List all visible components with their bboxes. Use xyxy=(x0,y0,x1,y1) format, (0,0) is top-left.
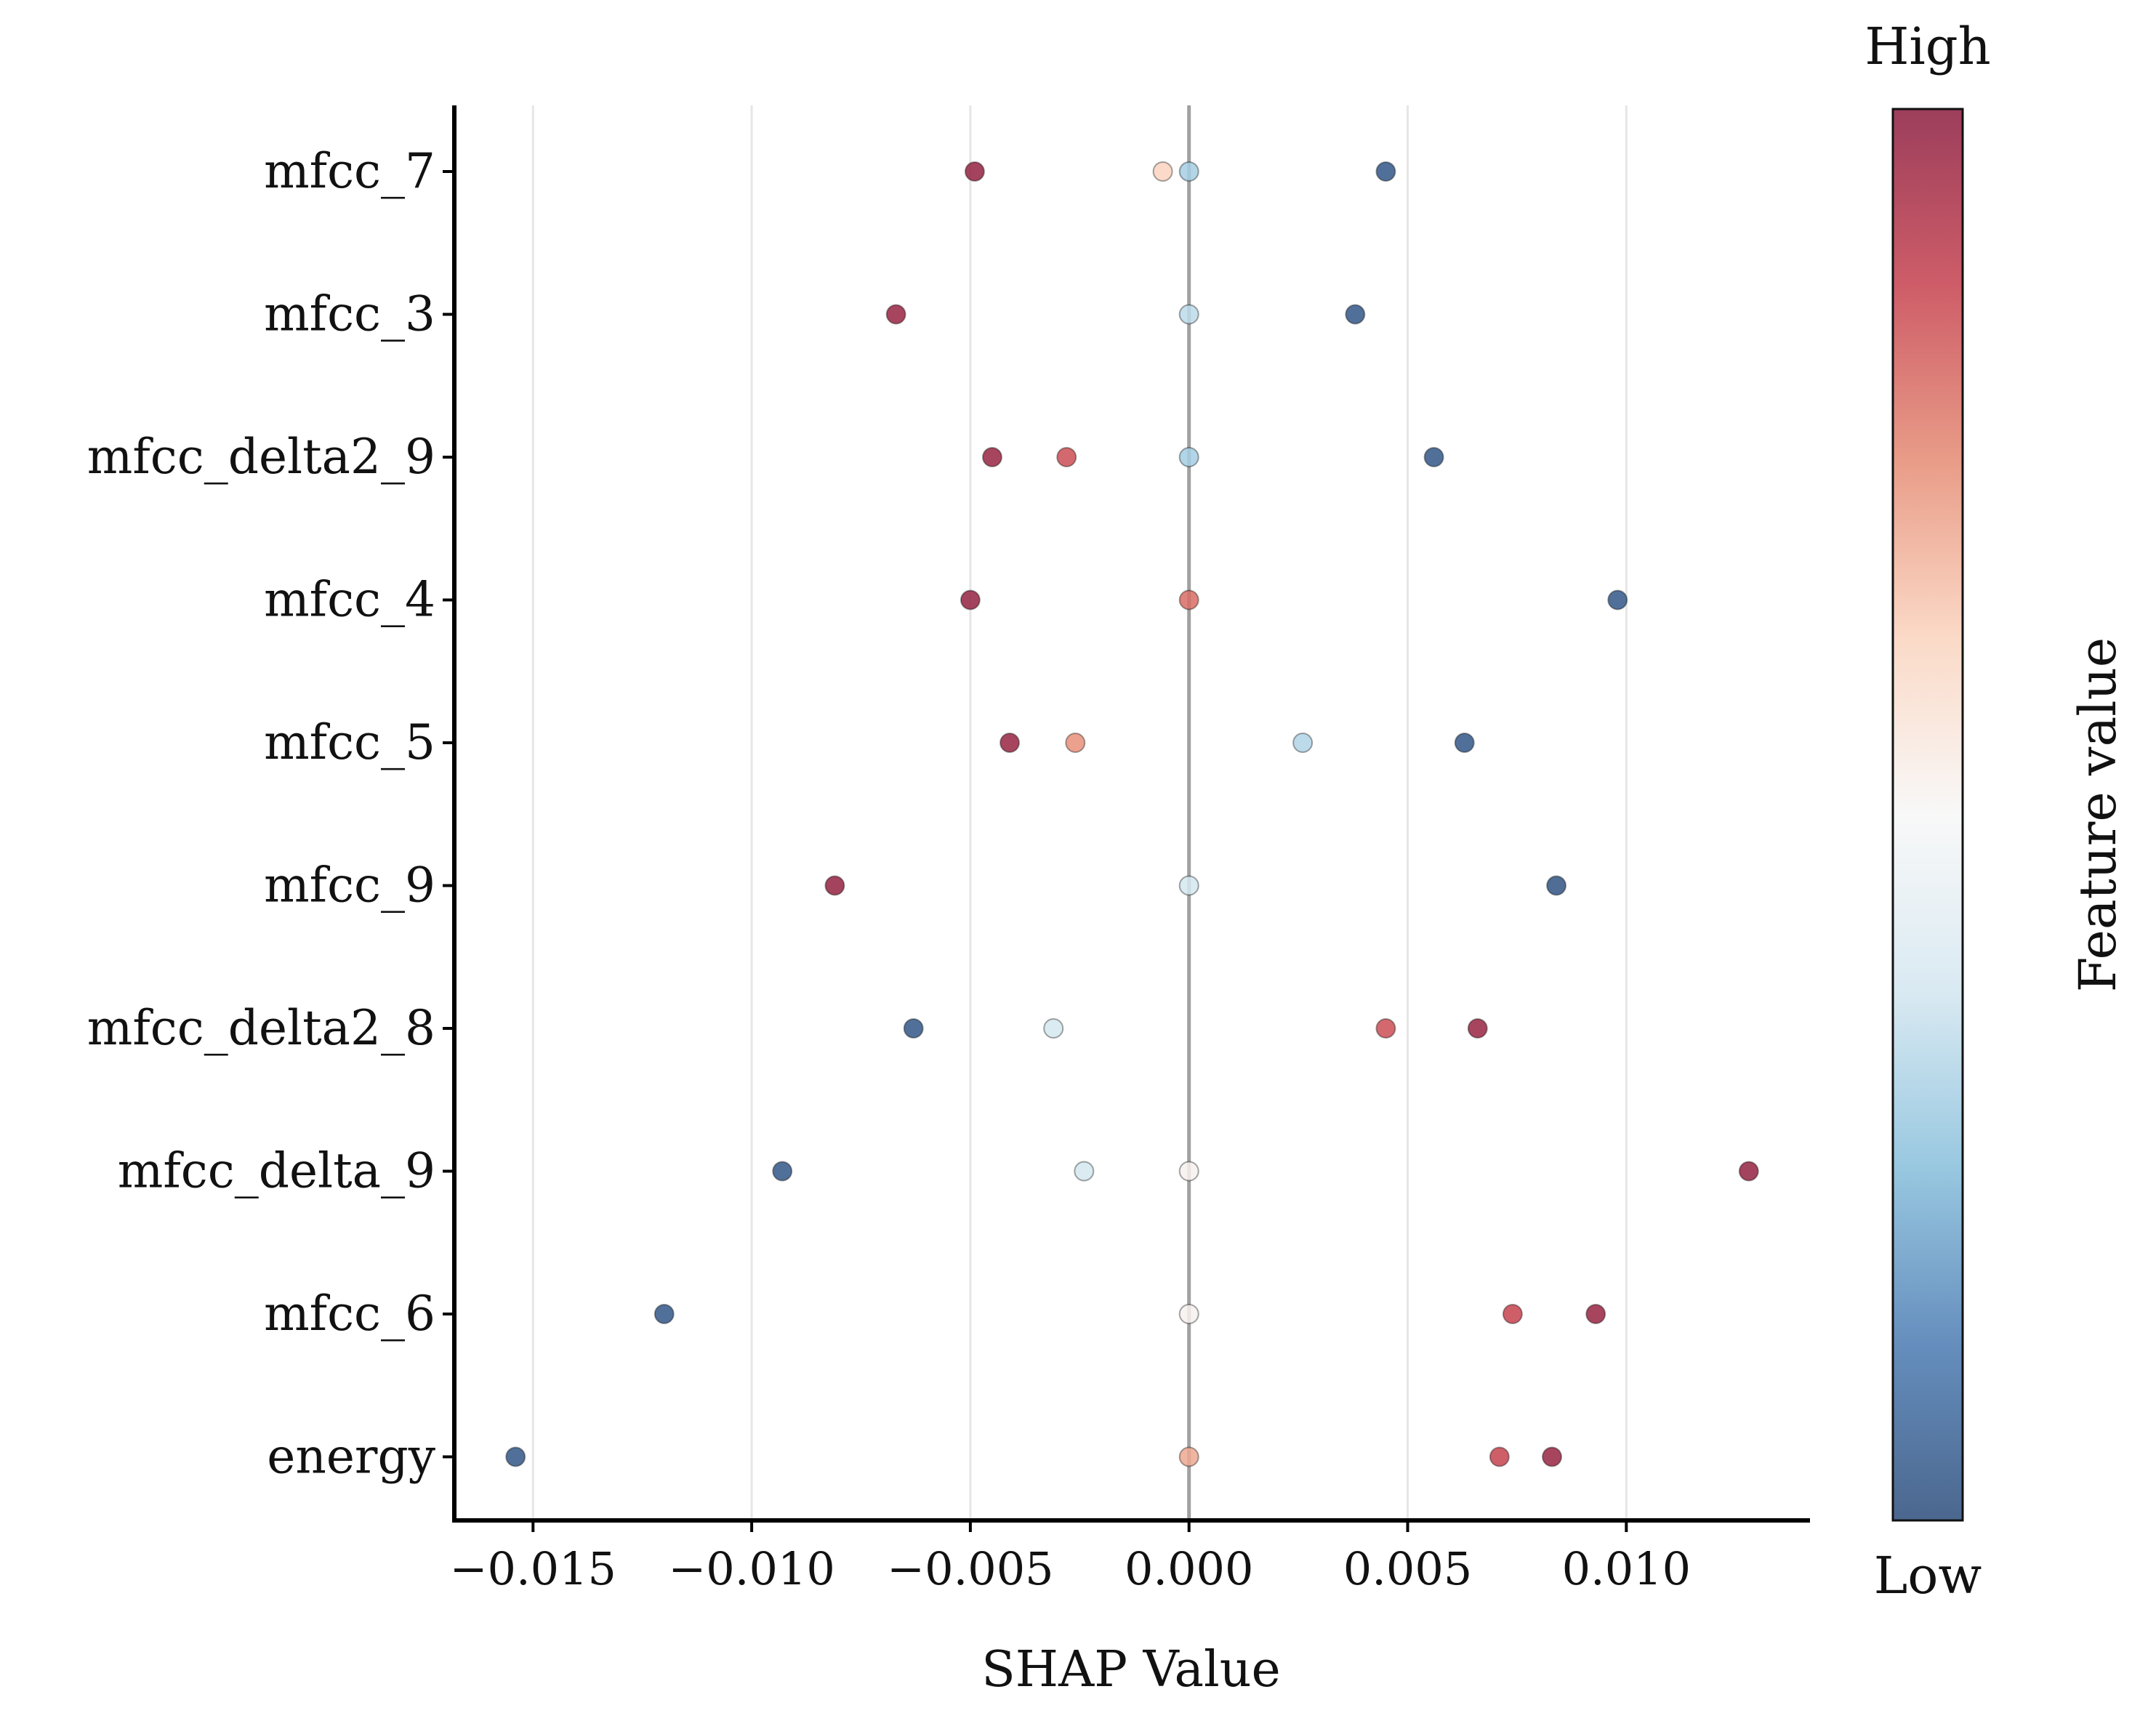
point-mfcc_4-11 xyxy=(960,589,981,610)
y-tick-label-mfcc_6: mfcc_6 xyxy=(264,1286,435,1342)
point-mfcc_delta_9-27 xyxy=(1178,1161,1199,1182)
point-mfcc_9-20 xyxy=(1546,875,1567,896)
point-mfcc_6-29 xyxy=(653,1304,675,1324)
grid-lines xyxy=(531,105,1628,1520)
y-tick-label-mfcc_delta2_9: mfcc_delta2_9 xyxy=(87,429,435,485)
y-tick-label-mfcc_delta2_8: mfcc_delta2_8 xyxy=(87,1000,435,1056)
y-tick-label-mfcc_9: mfcc_9 xyxy=(264,858,435,914)
point-mfcc_delta2_9-10 xyxy=(1423,447,1444,467)
point-mfcc_delta2_9-9 xyxy=(1178,447,1199,467)
point-mfcc_6-30 xyxy=(1178,1304,1199,1324)
point-mfcc_7-1 xyxy=(1152,161,1173,182)
y-tick-labels: mfcc_7 mfcc_3 mfcc_delta2_9 mfcc_4 mfcc_5mfc… xyxy=(87,143,454,1485)
point-mfcc_9-18 xyxy=(824,875,845,896)
x-tick-label-2: −0.005 xyxy=(887,1542,1053,1595)
point-mfcc_delta_9-28 xyxy=(1738,1161,1759,1182)
colorbar-low-label: Low xyxy=(1874,1546,1982,1605)
point-mfcc_4-12 xyxy=(1178,589,1199,610)
x-tick-label-5: 0.010 xyxy=(1562,1542,1692,1595)
point-mfcc_delta_9-26 xyxy=(1074,1161,1095,1182)
point-energy-35 xyxy=(1489,1446,1510,1467)
x-tick-label-3: 0.000 xyxy=(1125,1542,1254,1595)
x-tick-label-0: −0.015 xyxy=(450,1542,616,1595)
point-mfcc_6-32 xyxy=(1585,1304,1606,1324)
colorbar-title: Feature value xyxy=(2068,637,2128,992)
point-mfcc_7-0 xyxy=(964,161,985,182)
colorbar-high-label: High xyxy=(1865,17,1990,76)
y-tick-label-mfcc_3: mfcc_3 xyxy=(264,286,435,342)
point-mfcc_delta_9-25 xyxy=(772,1161,793,1182)
x-tick-label-4: 0.005 xyxy=(1343,1542,1473,1595)
point-mfcc_5-16 xyxy=(1292,733,1314,753)
x-tick-labels: −0.015 −0.010 −0.005 0.000 0.005 0.010 xyxy=(450,1520,1692,1595)
y-tick-label-mfcc_5: mfcc_5 xyxy=(264,714,435,770)
colorbar xyxy=(1891,108,1964,1522)
point-mfcc_delta2_9-8 xyxy=(1056,447,1077,467)
point-mfcc_9-19 xyxy=(1178,875,1199,896)
y-tick-label-mfcc_4: mfcc_4 xyxy=(264,572,435,628)
point-mfcc_delta2_8-23 xyxy=(1375,1018,1396,1039)
point-mfcc_3-5 xyxy=(1178,304,1199,325)
point-mfcc_3-6 xyxy=(1345,304,1366,325)
point-mfcc_delta2_8-21 xyxy=(903,1018,924,1039)
point-mfcc_7-2 xyxy=(1178,161,1199,182)
point-mfcc_delta2_8-22 xyxy=(1043,1018,1064,1039)
point-mfcc_delta2_9-7 xyxy=(981,447,1002,467)
point-mfcc_3-4 xyxy=(885,304,906,325)
point-energy-36 xyxy=(1542,1446,1563,1467)
point-energy-33 xyxy=(505,1446,526,1467)
point-energy-34 xyxy=(1178,1446,1199,1467)
x-tick-label-1: −0.010 xyxy=(668,1542,834,1595)
y-tick-label-mfcc_delta_9: mfcc_delta_9 xyxy=(118,1143,435,1199)
point-mfcc_5-14 xyxy=(999,733,1021,753)
x-axis-label: SHAP Value xyxy=(981,1641,1281,1698)
point-mfcc_5-17 xyxy=(1454,733,1475,753)
point-mfcc_6-31 xyxy=(1502,1304,1523,1324)
point-mfcc_5-15 xyxy=(1065,733,1086,753)
y-tick-label-mfcc_7: mfcc_7 xyxy=(264,143,435,199)
point-mfcc_7-3 xyxy=(1375,161,1396,182)
point-mfcc_4-13 xyxy=(1607,589,1628,610)
scatter-points xyxy=(505,161,1759,1467)
point-mfcc_delta2_8-24 xyxy=(1467,1018,1488,1039)
y-tick-label-energy: energy xyxy=(267,1429,435,1485)
